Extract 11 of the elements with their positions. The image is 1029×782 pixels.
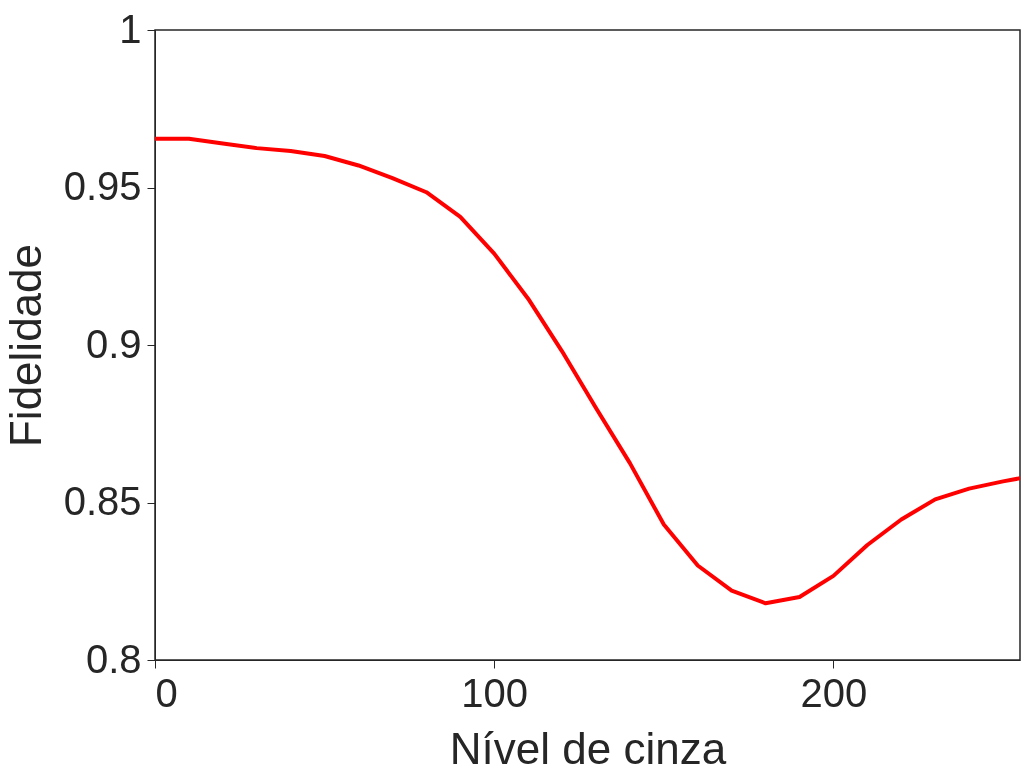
x-tick-label: 200 xyxy=(800,670,868,715)
y-tick-label: 0.8 xyxy=(85,636,142,681)
line-series xyxy=(155,136,1020,606)
y-axis-title: Fidelidade xyxy=(0,243,50,448)
y-tick-label: 0.85 xyxy=(63,479,142,523)
y-tick-label: 1 xyxy=(119,6,142,51)
x-tick-label: 100 xyxy=(461,670,529,715)
y-tick-label: 0.9 xyxy=(85,321,142,366)
y-tick-label: 0.95 xyxy=(63,164,142,208)
x-axis-title: Nível de cinza xyxy=(449,723,727,773)
x-tick-label: 0 xyxy=(155,670,178,715)
